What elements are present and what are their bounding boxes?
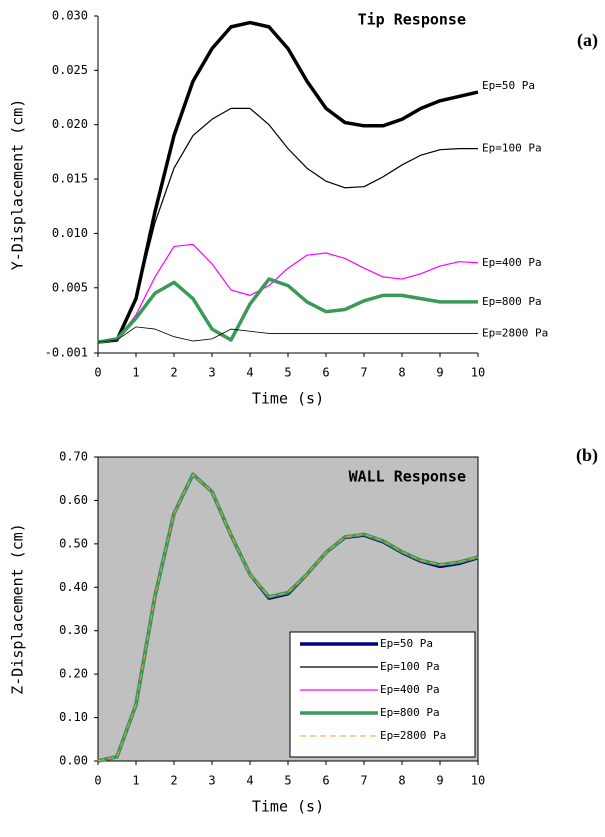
y-tick-label: 0.00: [59, 754, 88, 768]
series-line: [97, 277, 478, 344]
x-tick-label: 1: [132, 774, 139, 788]
y-tick-label: 0.005: [52, 280, 88, 294]
x-tick-label: 1: [132, 366, 139, 380]
x-tick-label: 4: [246, 366, 253, 380]
x-tick-label: 6: [322, 774, 329, 788]
y-tick-label: 0.020: [52, 117, 88, 131]
x-tick-label: 5: [284, 774, 291, 788]
x-axis-label: Time (s): [252, 390, 324, 408]
x-tick-label: 2: [170, 774, 177, 788]
y-tick-label: 0.025: [52, 63, 88, 77]
y-tick-label: 0.015: [52, 172, 88, 186]
series-line: [97, 326, 478, 343]
series-label: Ep=100 Pa: [482, 142, 542, 155]
series-line: [97, 243, 479, 343]
x-tick-label: 8: [398, 366, 405, 380]
legend-label: Ep=100 Pa: [380, 660, 440, 673]
series-line: [97, 20, 479, 344]
y-tick-label: -0.001: [45, 346, 88, 360]
x-tick-label: 8: [398, 774, 405, 788]
x-tick-label: 3: [208, 774, 215, 788]
panel-label: (a): [577, 30, 598, 51]
x-tick-label: 9: [436, 366, 443, 380]
x-tick-label: 4: [246, 774, 253, 788]
chart-title: WALL Response: [349, 468, 466, 486]
series-label: Ep=800 Pa: [482, 295, 542, 308]
plot-area: [98, 16, 478, 353]
y-axis-label: Z-Displacement (cm): [9, 523, 27, 695]
x-tick-label: 0: [94, 366, 101, 380]
series-label: Ep=400 Pa: [482, 256, 542, 269]
y-tick-label: 0.10: [59, 710, 88, 724]
x-tick-label: 7: [360, 366, 367, 380]
legend-label: Ep=400 Pa: [380, 683, 440, 696]
y-tick-label: 0.030: [52, 9, 88, 23]
y-tick-label: 0.30: [59, 623, 88, 637]
y-tick-label: 0.70: [59, 450, 88, 464]
legend-label: Ep=2800 Pa: [380, 729, 446, 742]
x-tick-label: 10: [471, 366, 485, 380]
y-tick-label: 0.20: [59, 667, 88, 681]
x-tick-label: 6: [322, 366, 329, 380]
legend-label: Ep=800 Pa: [380, 706, 440, 719]
chart-title: Tip Response: [358, 11, 466, 29]
y-axis-label: Y-Displacement (cm): [9, 99, 27, 271]
x-tick-label: 3: [208, 366, 215, 380]
x-tick-label: 0: [94, 774, 101, 788]
x-tick-label: 5: [284, 366, 291, 380]
series-label: Ep=2800 Pa: [482, 326, 548, 339]
y-tick-label: 0.50: [59, 536, 88, 550]
panel-label: (b): [576, 445, 598, 466]
x-axis-label: Time (s): [252, 798, 324, 816]
series-line: [97, 473, 479, 762]
y-tick-label: 0.010: [52, 226, 88, 240]
y-tick-label: 0.40: [59, 580, 88, 594]
legend-label: Ep=50 Pa: [380, 637, 433, 650]
x-tick-label: 9: [436, 774, 443, 788]
y-tick-label: 0.60: [59, 493, 88, 507]
x-tick-label: 2: [170, 366, 177, 380]
x-tick-label: 10: [471, 774, 485, 788]
series-label: Ep=50 Pa: [482, 79, 535, 92]
x-tick-label: 7: [360, 774, 367, 788]
series-line: [97, 107, 478, 343]
